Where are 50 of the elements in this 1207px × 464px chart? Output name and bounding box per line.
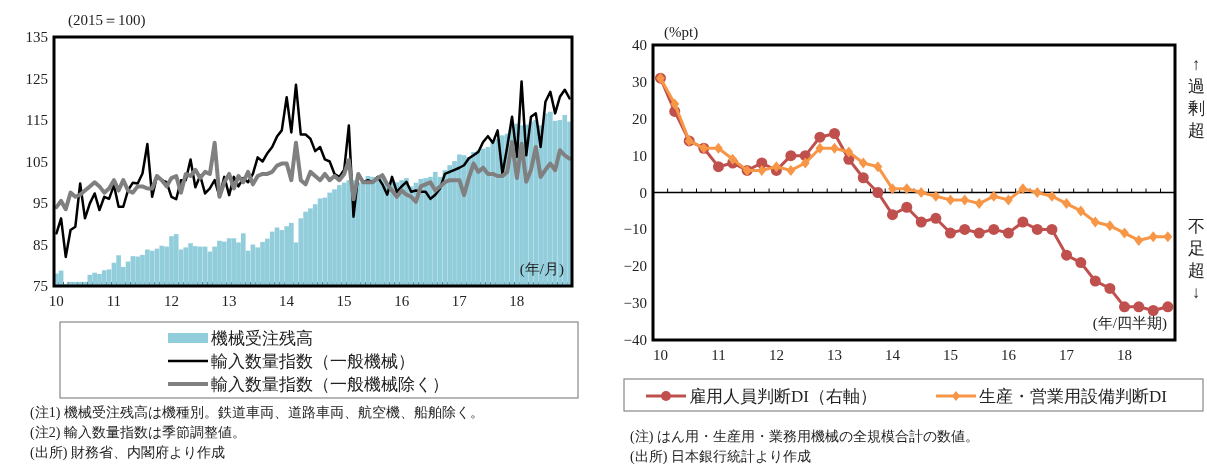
y-tick-label: 85 xyxy=(33,236,48,253)
text: (注) はん用・生産用・業務用機械の全規模合計の数値。 xyxy=(630,429,979,445)
y-tick-label: 135 xyxy=(25,29,48,45)
x-tick-label: 10 xyxy=(48,293,64,309)
x-tick-label: 17 xyxy=(1059,347,1075,363)
text: (出所) 財務省、内閣府より作成 xyxy=(30,445,225,461)
text: ↑過剰超 xyxy=(1187,55,1205,140)
x-tick-label: 12 xyxy=(768,347,784,363)
text: (注2) 輸入数量指数は季節調整値。 xyxy=(30,425,246,441)
x-tick-label: 16 xyxy=(394,293,410,309)
x-tick-label: 17 xyxy=(451,293,468,309)
legend-label: 輸入数量指数（一般機械除く） xyxy=(211,375,449,394)
x-tick-label: 13 xyxy=(827,347,843,363)
x-tick-label: 18 xyxy=(509,293,525,309)
x-axis-title: (年/四半期) xyxy=(1092,315,1167,332)
legend-label: 機械受注残高 xyxy=(211,329,313,348)
x-tick-label: 10 xyxy=(652,347,668,363)
x-tick-label: 14 xyxy=(884,347,901,363)
y-axis-title: (%pt) xyxy=(664,24,699,41)
y-axis-title: (2015＝100) xyxy=(68,12,146,29)
y-tick-label: −30 xyxy=(623,295,647,312)
legend-label: 雇用人員判断DI（右軸） xyxy=(689,387,877,406)
x-tick-label: 11 xyxy=(106,293,122,309)
x-tick-label: 15 xyxy=(942,347,958,363)
y-tick-label: 125 xyxy=(25,70,48,87)
y-tick-label: −10 xyxy=(623,221,647,238)
y-tick-label: 10 xyxy=(632,147,647,164)
x-tick-label: 18 xyxy=(1117,347,1132,363)
x-tick-label: 13 xyxy=(221,293,237,309)
x-tick-label: 12 xyxy=(163,293,179,309)
y-tick-label: 40 xyxy=(632,37,647,53)
x-tick-label: 11 xyxy=(711,347,726,363)
x-tick-label: 15 xyxy=(336,293,352,309)
x-axis-title: (年/月) xyxy=(519,261,564,278)
y-tick-label: −40 xyxy=(623,332,647,348)
y-tick-label: −20 xyxy=(623,258,647,275)
legend-label: 輸入数量指数（一般機械） xyxy=(211,352,415,371)
y-tick-label: 75 xyxy=(33,278,48,294)
x-tick-label: 16 xyxy=(1000,347,1017,363)
y-tick-label: 30 xyxy=(632,73,647,90)
legend-label: 生産・営業用設備判断DI xyxy=(979,387,1168,406)
y-tick-label: 105 xyxy=(25,153,48,170)
x-tick-label: 14 xyxy=(279,293,295,309)
text: 不足超↓ xyxy=(1187,217,1205,302)
y-tick-label: 115 xyxy=(26,112,48,128)
y-tick-label: 0 xyxy=(639,184,647,201)
y-tick-label: 20 xyxy=(632,110,647,127)
text: (出所) 日本銀行統計より作成 xyxy=(630,449,811,464)
text: (注1) 機械受注残高は機種別。鉄道車両、道路車両、航空機、船舶除く。 xyxy=(30,405,484,421)
y-tick-label: 95 xyxy=(33,195,48,211)
